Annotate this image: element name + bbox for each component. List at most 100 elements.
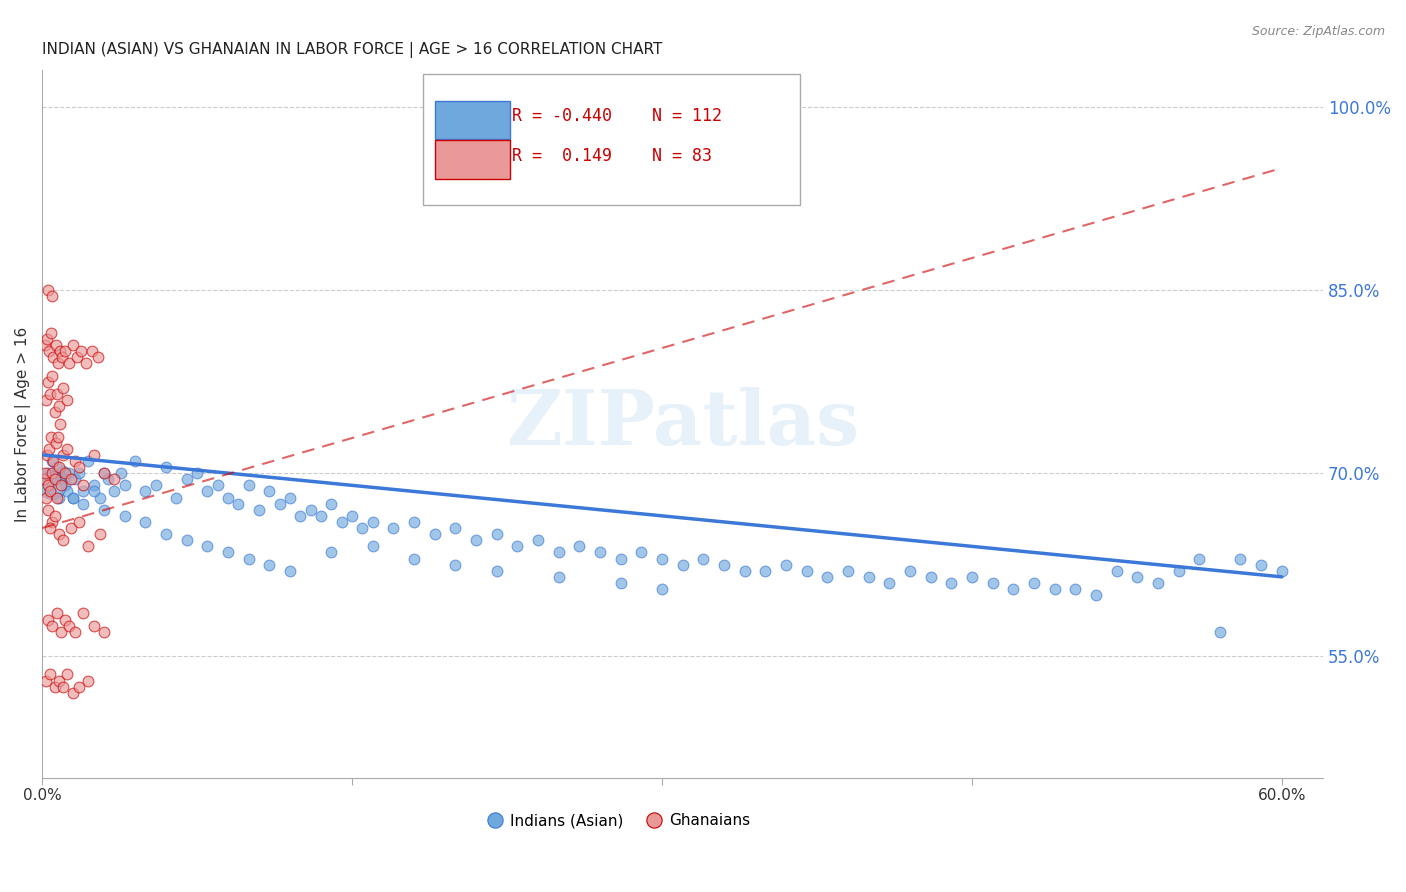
Point	[197, 484, 219, 499]
Point	[62, 491, 84, 505]
Point	[444, 521, 467, 535]
Point	[37, 466, 59, 480]
Point	[35, 673, 58, 688]
Point	[217, 491, 239, 505]
Point	[72, 497, 94, 511]
Point	[465, 533, 488, 548]
FancyBboxPatch shape	[423, 74, 800, 205]
Point	[66, 350, 89, 364]
FancyBboxPatch shape	[436, 141, 510, 178]
Legend: Indians (Asian), Ghanaians: Indians (Asian), Ghanaians	[481, 807, 756, 834]
Point	[93, 624, 115, 639]
Point	[45, 607, 67, 621]
Point	[67, 460, 90, 475]
Point	[1043, 582, 1066, 596]
Point	[83, 448, 105, 462]
Point	[45, 338, 67, 352]
Point	[898, 564, 921, 578]
Point	[609, 576, 631, 591]
Point	[42, 350, 65, 364]
Point	[48, 673, 70, 688]
Point	[775, 558, 797, 572]
Point	[35, 392, 58, 407]
Point	[52, 680, 75, 694]
Point	[145, 478, 167, 492]
Point	[44, 405, 66, 419]
Point	[87, 350, 110, 364]
Point	[39, 521, 62, 535]
Point	[67, 515, 90, 529]
Point	[103, 472, 125, 486]
Point	[330, 515, 353, 529]
Point	[72, 484, 94, 499]
Point	[485, 564, 508, 578]
Point	[547, 570, 569, 584]
Point	[63, 454, 86, 468]
Point	[217, 545, 239, 559]
Point	[53, 344, 76, 359]
Point	[321, 497, 343, 511]
Point	[186, 466, 208, 480]
Point	[692, 551, 714, 566]
Point	[754, 564, 776, 578]
FancyBboxPatch shape	[436, 101, 510, 139]
Point	[93, 466, 115, 480]
Point	[67, 680, 90, 694]
Point	[207, 478, 229, 492]
Point	[713, 558, 735, 572]
Point	[877, 576, 900, 591]
Point	[76, 540, 98, 554]
Point	[114, 478, 136, 492]
Point	[1002, 582, 1025, 596]
Point	[309, 508, 332, 523]
Point	[80, 344, 103, 359]
Point	[238, 478, 260, 492]
Point	[589, 545, 612, 559]
Point	[382, 521, 405, 535]
Point	[259, 484, 281, 499]
Point	[41, 515, 63, 529]
Point	[609, 551, 631, 566]
Point	[37, 448, 59, 462]
Point	[1188, 551, 1211, 566]
Point	[41, 289, 63, 303]
Point	[51, 350, 73, 364]
Point	[299, 502, 322, 516]
Point	[134, 515, 156, 529]
Point	[56, 484, 79, 499]
Point	[1064, 582, 1087, 596]
Point	[63, 624, 86, 639]
Text: R = -0.440    N = 112: R = -0.440 N = 112	[512, 107, 723, 126]
Point	[37, 283, 59, 297]
Point	[75, 356, 97, 370]
Point	[423, 527, 446, 541]
Point	[52, 464, 75, 478]
Point	[361, 540, 384, 554]
Point	[97, 472, 120, 486]
Point	[402, 551, 425, 566]
Point	[124, 454, 146, 468]
Point	[278, 564, 301, 578]
Point	[76, 454, 98, 468]
Point	[506, 540, 529, 554]
Point	[49, 478, 72, 492]
Point	[48, 527, 70, 541]
Text: Source: ZipAtlas.com: Source: ZipAtlas.com	[1251, 25, 1385, 38]
Point	[38, 344, 60, 359]
Point	[37, 502, 59, 516]
Point	[402, 515, 425, 529]
Point	[858, 570, 880, 584]
Point	[815, 570, 838, 584]
Point	[672, 558, 695, 572]
Point	[45, 460, 67, 475]
Point	[44, 472, 66, 486]
Point	[37, 613, 59, 627]
Point	[34, 338, 56, 352]
Point	[56, 667, 79, 681]
Point	[41, 429, 63, 443]
Y-axis label: In Labor Force | Age > 16: In Labor Force | Age > 16	[15, 326, 31, 522]
Point	[53, 466, 76, 480]
Point	[1126, 570, 1149, 584]
Point	[83, 478, 105, 492]
Point	[44, 680, 66, 694]
